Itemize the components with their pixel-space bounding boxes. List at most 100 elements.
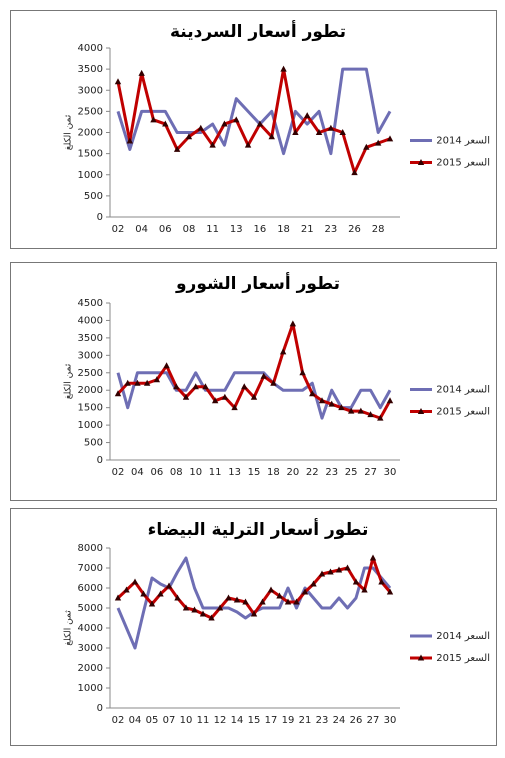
y-tick-label: 500 xyxy=(84,191,103,202)
point-marker xyxy=(182,604,190,611)
point-marker xyxy=(279,348,287,355)
point-marker xyxy=(114,594,122,601)
chart-title: تطور أسعار الترلية البيضاء xyxy=(148,518,369,540)
point-marker xyxy=(386,588,394,595)
point-marker xyxy=(150,116,157,123)
x-tick-label: 19 xyxy=(282,715,295,726)
point-marker xyxy=(363,143,370,150)
chart-frame xyxy=(10,262,497,501)
x-tick-label: 25 xyxy=(345,467,358,478)
y-tick-label: 7000 xyxy=(78,563,103,574)
point-marker xyxy=(182,393,190,400)
x-tick-label: 27 xyxy=(367,715,380,726)
point-marker xyxy=(270,379,277,386)
x-tick-label: 02 xyxy=(112,224,125,235)
point-marker xyxy=(197,124,204,131)
point-marker xyxy=(280,65,287,72)
point-marker xyxy=(268,133,275,140)
legend-label: السعر 2014 xyxy=(436,385,490,396)
point-marker xyxy=(347,407,355,414)
chart-title: تطور أسعار الشورو xyxy=(175,272,340,294)
point-marker xyxy=(352,578,360,585)
point-marker xyxy=(126,137,134,144)
point-marker xyxy=(361,586,368,593)
x-tick-label: 02 xyxy=(112,467,125,478)
point-marker xyxy=(165,582,173,589)
y-tick-label: 4500 xyxy=(78,298,103,309)
y-tick-label: 1000 xyxy=(78,170,103,181)
y-axis-label: ثمن الكلغ xyxy=(64,114,74,150)
point-marker xyxy=(386,135,394,142)
point-marker xyxy=(377,414,384,421)
y-tick-label: 3500 xyxy=(78,333,103,344)
x-tick-label: 04 xyxy=(135,224,148,235)
y-tick-label: 4000 xyxy=(78,43,103,54)
x-tick-label: 26 xyxy=(348,224,361,235)
x-tick-label: 18 xyxy=(277,224,290,235)
point-marker xyxy=(162,120,169,127)
x-tick-label: 05 xyxy=(146,715,159,726)
y-tick-label: 3500 xyxy=(78,64,103,75)
x-tick-label: 22 xyxy=(306,467,319,478)
y-axis-label: ثمن الكلغ xyxy=(64,363,74,399)
x-tick-label: 04 xyxy=(129,715,142,726)
point-marker xyxy=(378,578,385,585)
point-marker xyxy=(299,369,306,376)
point-marker xyxy=(163,362,170,369)
point-marker xyxy=(221,393,229,400)
point-marker xyxy=(328,400,335,407)
x-tick-label: 10 xyxy=(189,467,202,478)
y-tick-label: 2000 xyxy=(78,663,103,674)
x-tick-label: 07 xyxy=(163,715,176,726)
point-marker xyxy=(231,404,238,411)
x-tick-label: 08 xyxy=(170,467,183,478)
legend-marker xyxy=(417,654,425,661)
x-tick-label: 15 xyxy=(248,467,261,478)
point-marker xyxy=(173,145,181,152)
point-marker xyxy=(211,397,219,404)
point-marker xyxy=(276,592,283,599)
point-marker xyxy=(260,372,267,379)
point-marker xyxy=(114,390,122,397)
point-marker xyxy=(114,78,122,85)
point-marker xyxy=(339,129,346,135)
x-tick-label: 12 xyxy=(214,715,227,726)
point-marker xyxy=(138,69,145,76)
point-marker xyxy=(242,598,249,605)
point-marker xyxy=(357,407,365,414)
x-tick-label: 11 xyxy=(209,467,222,478)
legend-label: السعر 2015 xyxy=(436,653,490,664)
point-marker xyxy=(284,598,292,605)
y-tick-label: 0 xyxy=(97,212,103,223)
point-marker xyxy=(244,141,252,148)
x-tick-label: 15 xyxy=(248,715,261,726)
point-marker xyxy=(143,379,151,386)
point-marker xyxy=(202,383,209,390)
x-tick-label: 30 xyxy=(384,467,397,478)
y-tick-label: 5000 xyxy=(78,603,103,614)
x-tick-label: 11 xyxy=(197,715,210,726)
x-tick-label: 18 xyxy=(267,467,280,478)
y-tick-label: 3000 xyxy=(78,85,103,96)
y-tick-label: 1500 xyxy=(78,149,103,160)
x-tick-label: 23 xyxy=(325,467,338,478)
point-marker xyxy=(292,129,299,135)
x-tick-label: 02 xyxy=(112,715,125,726)
point-marker xyxy=(148,600,156,607)
point-marker xyxy=(174,594,181,601)
x-tick-label: 26 xyxy=(350,715,363,726)
point-marker xyxy=(327,124,335,131)
point-marker xyxy=(318,397,326,404)
point-marker xyxy=(250,393,258,400)
x-tick-label: 27 xyxy=(364,467,377,478)
chart-title: تطور أسعار السردينة xyxy=(170,20,346,42)
legend-marker xyxy=(417,159,425,165)
x-tick-label: 10 xyxy=(180,715,193,726)
x-tick-label: 21 xyxy=(299,715,312,726)
point-marker xyxy=(318,570,326,577)
point-marker xyxy=(327,568,334,575)
legend-label: السعر 2015 xyxy=(436,407,490,418)
point-marker xyxy=(250,610,258,617)
point-marker xyxy=(153,376,161,383)
point-marker xyxy=(221,120,228,127)
